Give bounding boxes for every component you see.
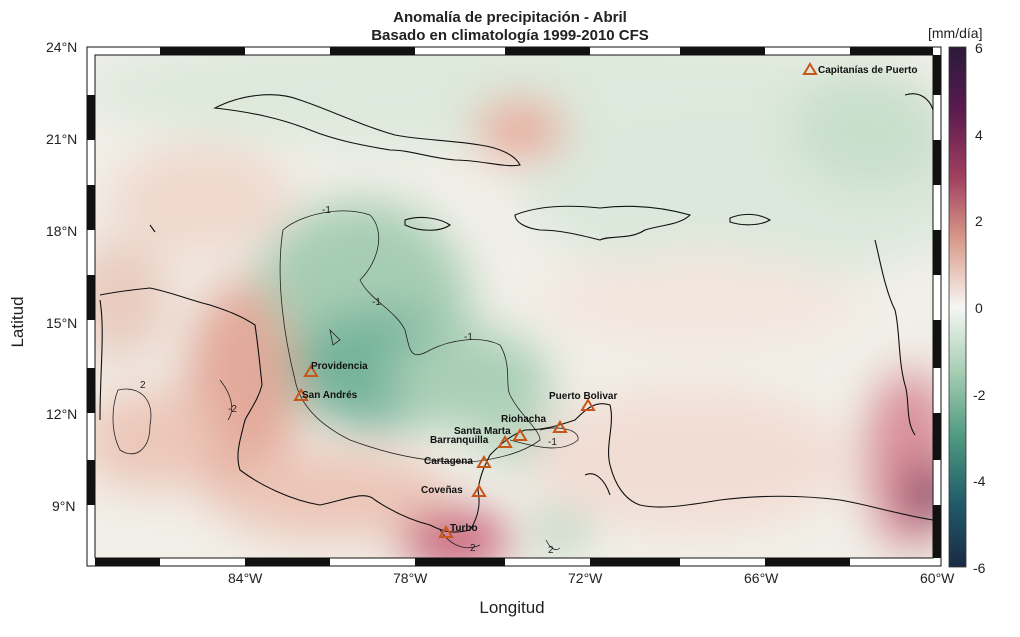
lon-tick: 66°W: [744, 570, 779, 586]
port-marker-icon: [512, 428, 528, 441]
port-label: Barranquilla: [430, 435, 489, 446]
port-marker-icon: [438, 525, 454, 538]
x-axis-label: Longitud: [479, 598, 545, 617]
colorbar-tick: 0: [975, 300, 983, 316]
contour-label: -1: [322, 205, 331, 216]
port-label: Puerto Bolivar: [549, 391, 617, 402]
port-marker-icon: [552, 420, 568, 433]
coastlines: [99, 93, 933, 533]
colorbar-tick: -4: [973, 473, 986, 489]
contour-label: -1: [464, 332, 473, 343]
map-title: Anomalía de precipitación - Abril: [393, 9, 627, 26]
colorbar-tick: 2: [975, 213, 983, 229]
port-marker-icon: [476, 455, 492, 468]
port-label: Turbo: [450, 523, 478, 534]
lat-tick: 15°N: [46, 315, 78, 331]
colorbar-tick: -6: [973, 560, 986, 576]
port-marker-icon: [580, 398, 596, 411]
lon-tick: 78°W: [393, 570, 428, 586]
port-label: Riohacha: [501, 414, 546, 425]
port-marker-icon: [303, 364, 319, 377]
port-markers: [293, 364, 596, 538]
port-label: San Andrés: [302, 390, 358, 401]
port-label: Providencia: [311, 361, 368, 372]
colorbar: [948, 46, 967, 568]
lat-tick: 9°N: [52, 498, 76, 514]
lon-tick: 84°W: [228, 570, 263, 586]
port-marker-icon: [497, 435, 513, 448]
lat-tick: 21°N: [46, 131, 78, 147]
port-label: Cartagena: [424, 456, 473, 467]
port-label: Santa Marta: [454, 426, 511, 437]
colorbar-tick: -2: [973, 387, 986, 403]
lon-tick: 72°W: [568, 570, 603, 586]
contour-label: 2: [140, 380, 146, 391]
port-marker-icon: [471, 484, 487, 497]
legend-label: Capitanías de Puerto: [818, 65, 917, 76]
colorbar-unit: [mm/día]: [928, 25, 983, 41]
contour-label: -1: [548, 437, 557, 448]
lat-tick: 24°N: [46, 39, 78, 55]
contour-label: -2: [228, 404, 237, 415]
contour-label: 2: [470, 543, 476, 554]
lat-tick: 18°N: [46, 223, 78, 239]
contour-label-group: -1 -1 -1 -1 -2 2 2 2: [140, 205, 557, 556]
map-frame: [86, 46, 942, 567]
lat-tick: 12°N: [46, 406, 78, 422]
contour-label: -1: [372, 297, 381, 308]
port-labels: Providencia San Andrés Puerto Bolivar Ri…: [302, 361, 617, 534]
colorbar-tick: 4: [975, 127, 983, 143]
lon-tick: 60°W: [920, 570, 955, 586]
port-marker-icon: [293, 388, 309, 401]
colorbar-tick: 6: [975, 40, 983, 56]
contour-lines: [112, 210, 579, 550]
port-label: Coveñas: [421, 485, 463, 496]
map-subtitle: Basado en climatología 1999-2010 CFS: [371, 27, 649, 44]
legend: Capitanías de Puerto: [802, 62, 917, 76]
contour-label: 2: [548, 545, 554, 556]
legend-marker-icon: [802, 62, 818, 75]
anomaly-field: [95, 55, 933, 558]
